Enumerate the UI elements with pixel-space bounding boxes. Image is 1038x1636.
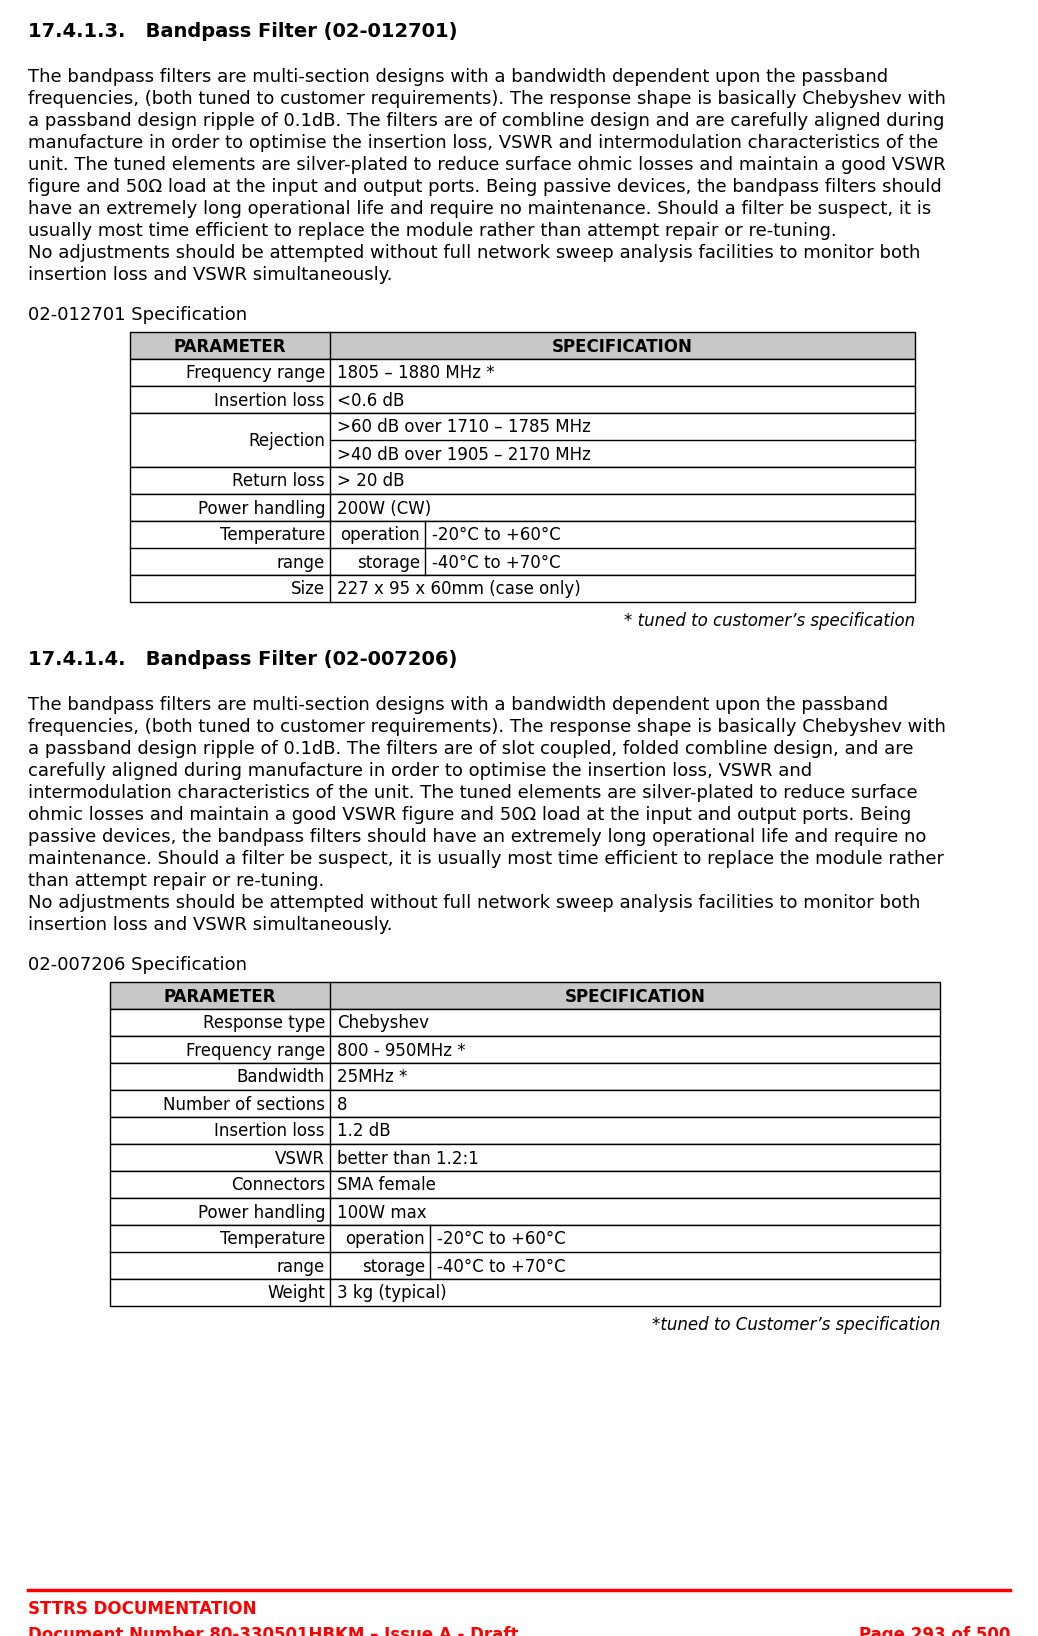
Text: figure and 50Ω load at the input and output ports. Being passive devices, the ba: figure and 50Ω load at the input and out… [28,178,941,196]
Text: Weight: Weight [267,1284,325,1302]
Text: a passband design ripple of 0.1dB. The filters are of slot coupled, folded combl: a passband design ripple of 0.1dB. The f… [28,739,913,757]
Text: insertion loss and VSWR simultaneously.: insertion loss and VSWR simultaneously. [28,267,392,285]
Bar [110,1090,940,1117]
Bar [130,520,916,574]
Text: No adjustments should be attempted without full network sweep analysis facilitie: No adjustments should be attempted witho… [28,893,921,911]
Text: * tuned to customer’s specification: * tuned to customer’s specification [624,612,916,630]
Text: -20°C to +60°C: -20°C to +60°C [437,1230,566,1248]
Text: 02-007206 Specification: 02-007206 Specification [28,955,247,973]
Text: SMA female: SMA female [337,1176,436,1194]
Text: range: range [277,553,325,571]
Text: >40 dB over 1905 – 2170 MHz: >40 dB over 1905 – 2170 MHz [337,445,591,463]
Bar [110,1279,940,1306]
Text: STTRS DOCUMENTATION: STTRS DOCUMENTATION [28,1600,256,1618]
Text: a passband design ripple of 0.1dB. The filters are of combline design and are ca: a passband design ripple of 0.1dB. The f… [28,111,945,129]
Text: SPECIFICATION: SPECIFICATION [565,988,706,1006]
Text: 1805 – 1880 MHz *: 1805 – 1880 MHz * [337,365,495,383]
Text: 200W (CW): 200W (CW) [337,499,431,517]
Text: 8: 8 [337,1096,348,1114]
Text: ohmic losses and maintain a good VSWR figure and 50Ω load at the input and outpu: ohmic losses and maintain a good VSWR fi… [28,807,911,825]
Bar [130,412,916,466]
Text: > 20 dB: > 20 dB [337,473,405,491]
Text: Chebyshev: Chebyshev [337,1014,429,1032]
Bar [110,982,940,1009]
Text: 17.4.1.3.   Bandpass Filter (02-012701): 17.4.1.3. Bandpass Filter (02-012701) [28,21,458,41]
Text: 25MHz *: 25MHz * [337,1068,407,1086]
Text: maintenance. Should a filter be suspect, it is usually most time efficient to re: maintenance. Should a filter be suspect,… [28,851,944,869]
Text: Insertion loss: Insertion loss [215,391,325,409]
Text: -20°C to +60°C: -20°C to +60°C [432,527,561,545]
Text: passive devices, the bandpass filters should have an extremely long operational : passive devices, the bandpass filters sh… [28,828,926,846]
Text: Number of sections: Number of sections [163,1096,325,1114]
Text: Temperature: Temperature [220,527,325,545]
Text: frequencies, (both tuned to customer requirements). The response shape is basica: frequencies, (both tuned to customer req… [28,718,946,736]
Text: storage: storage [362,1258,425,1276]
Text: intermodulation characteristics of the unit. The tuned elements are silver-plate: intermodulation characteristics of the u… [28,784,918,802]
Text: PARAMETER: PARAMETER [164,988,276,1006]
Bar [130,494,916,520]
Text: PARAMETER: PARAMETER [173,337,286,355]
Bar [110,1063,940,1090]
Text: range: range [277,1258,325,1276]
Bar [110,1036,940,1063]
Text: operation: operation [340,527,420,545]
Text: Power handling: Power handling [197,1204,325,1222]
Text: unit. The tuned elements are silver-plated to reduce surface ohmic losses and ma: unit. The tuned elements are silver-plat… [28,155,946,173]
Bar [130,574,916,602]
Text: carefully aligned during manufacture in order to optimise the insertion loss, VS: carefully aligned during manufacture in … [28,762,812,780]
Text: -40°C to +70°C: -40°C to +70°C [437,1258,566,1276]
Text: Page 293 of 500: Page 293 of 500 [858,1626,1010,1636]
Bar [110,1171,940,1198]
Text: Frequency range: Frequency range [186,1042,325,1060]
Text: insertion loss and VSWR simultaneously.: insertion loss and VSWR simultaneously. [28,916,392,934]
Text: Response type: Response type [202,1014,325,1032]
Text: usually most time efficient to replace the module rather than attempt repair or : usually most time efficient to replace t… [28,222,837,240]
Text: VSWR: VSWR [275,1150,325,1168]
Text: The bandpass filters are multi-section designs with a bandwidth dependent upon t: The bandpass filters are multi-section d… [28,69,889,87]
Text: The bandpass filters are multi-section designs with a bandwidth dependent upon t: The bandpass filters are multi-section d… [28,695,889,713]
Text: storage: storage [357,553,420,571]
Text: -40°C to +70°C: -40°C to +70°C [432,553,561,571]
Text: Frequency range: Frequency range [186,365,325,383]
Text: Return loss: Return loss [233,473,325,491]
Text: Rejection: Rejection [248,432,325,450]
Text: 02-012701 Specification: 02-012701 Specification [28,306,247,324]
Bar [110,1198,940,1225]
Text: operation: operation [346,1230,425,1248]
Text: Document Number 80-330501HBKM – Issue A - Draft: Document Number 80-330501HBKM – Issue A … [28,1626,519,1636]
Text: than attempt repair or re-tuning.: than attempt repair or re-tuning. [28,872,324,890]
Text: 100W max: 100W max [337,1204,427,1222]
Text: 3 kg (typical): 3 kg (typical) [337,1284,446,1302]
Text: Size: Size [291,581,325,599]
Text: Bandwidth: Bandwidth [237,1068,325,1086]
Bar [130,386,916,412]
Text: No adjustments should be attempted without full network sweep analysis facilitie: No adjustments should be attempted witho… [28,244,921,262]
Bar [110,1009,940,1036]
Text: Connectors: Connectors [230,1176,325,1194]
Text: <0.6 dB: <0.6 dB [337,391,405,409]
Text: Temperature: Temperature [220,1230,325,1248]
Text: have an extremely long operational life and require no maintenance. Should a fil: have an extremely long operational life … [28,200,931,218]
Bar [130,332,916,358]
Text: SPECIFICATION: SPECIFICATION [552,337,693,355]
Text: >60 dB over 1710 – 1785 MHz: >60 dB over 1710 – 1785 MHz [337,419,591,437]
Text: 227 x 95 x 60mm (case only): 227 x 95 x 60mm (case only) [337,581,580,599]
Text: manufacture in order to optimise the insertion loss, VSWR and intermodulation ch: manufacture in order to optimise the ins… [28,134,938,152]
Bar [110,1117,940,1144]
Text: 800 - 950MHz *: 800 - 950MHz * [337,1042,466,1060]
Text: Power handling: Power handling [197,499,325,517]
Text: frequencies, (both tuned to customer requirements). The response shape is basica: frequencies, (both tuned to customer req… [28,90,946,108]
Bar [110,1225,940,1279]
Text: 17.4.1.4.   Bandpass Filter (02-007206): 17.4.1.4. Bandpass Filter (02-007206) [28,649,458,669]
Text: *tuned to Customer’s specification: *tuned to Customer’s specification [652,1315,940,1333]
Bar [110,1144,940,1171]
Text: 1.2 dB: 1.2 dB [337,1122,390,1140]
Text: better than 1.2:1: better than 1.2:1 [337,1150,479,1168]
Bar [130,466,916,494]
Text: Insertion loss: Insertion loss [215,1122,325,1140]
Bar [130,358,916,386]
